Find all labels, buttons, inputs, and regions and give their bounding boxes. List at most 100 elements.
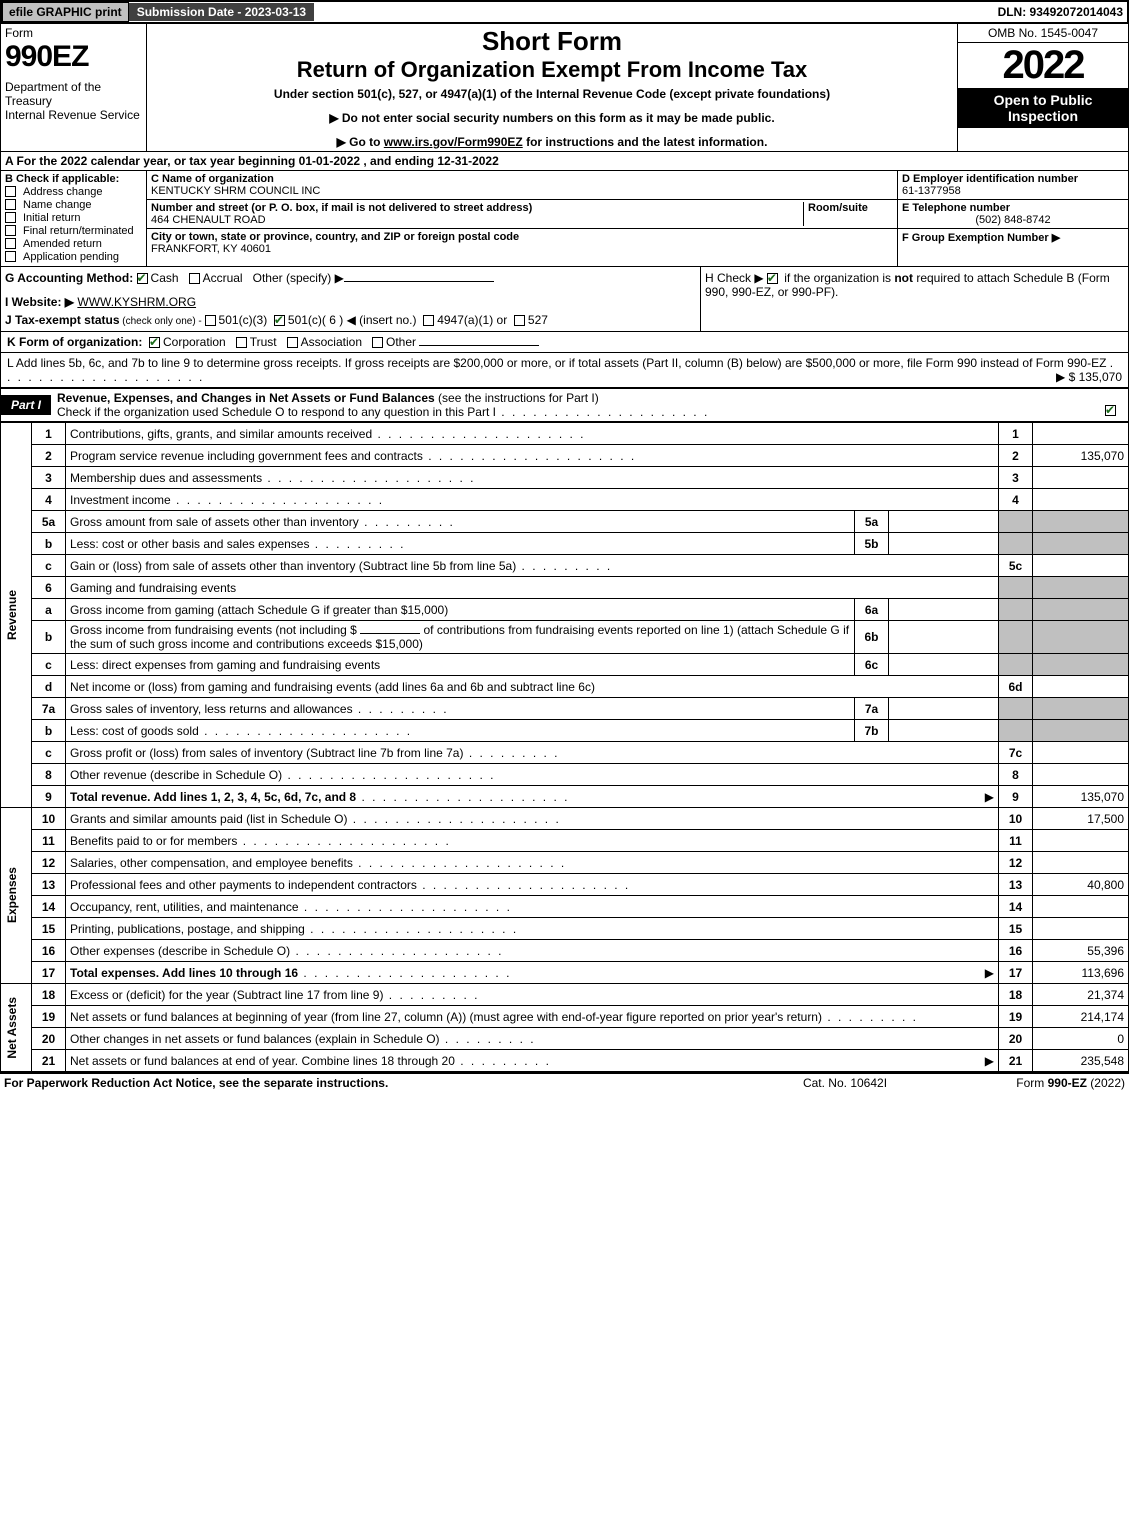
amt-line-8 bbox=[1033, 764, 1129, 786]
section-g: G Accounting Method: Cash Accrual Other … bbox=[5, 271, 696, 285]
amt-line-9: 135,070 bbox=[1033, 786, 1129, 808]
amt-line-21: 235,548 bbox=[1033, 1050, 1129, 1072]
org-city: FRANKFORT, KY 40601 bbox=[151, 243, 893, 255]
chk-initial-return[interactable] bbox=[5, 212, 16, 223]
chk-cash[interactable] bbox=[137, 273, 148, 284]
form-word: Form bbox=[5, 26, 142, 40]
other-specify-input[interactable] bbox=[344, 281, 494, 282]
amt-line-18: 21,374 bbox=[1033, 984, 1129, 1006]
part-1-table: Revenue 1 Contributions, gifts, grants, … bbox=[0, 422, 1129, 1072]
e-label: E Telephone number bbox=[902, 202, 1124, 214]
chk-other-org[interactable] bbox=[372, 337, 383, 348]
org-street: 464 CHENAULT ROAD bbox=[151, 214, 803, 226]
paperwork-notice: For Paperwork Reduction Act Notice, see … bbox=[4, 1076, 745, 1090]
amt-line-14 bbox=[1033, 896, 1129, 918]
amt-line-15 bbox=[1033, 918, 1129, 940]
header-center: Short Form Return of Organization Exempt… bbox=[147, 24, 958, 151]
chk-501c[interactable] bbox=[274, 315, 285, 326]
amt-line-12 bbox=[1033, 852, 1129, 874]
f-label: F Group Exemption Number ▶ bbox=[902, 232, 1060, 244]
title-short-form: Short Form bbox=[151, 26, 953, 57]
amt-line-6a bbox=[889, 599, 999, 621]
amt-line-20: 0 bbox=[1033, 1028, 1129, 1050]
amt-line-6d bbox=[1033, 676, 1129, 698]
phone-value: (502) 848-8742 bbox=[902, 214, 1124, 226]
amt-line-16: 55,396 bbox=[1033, 940, 1129, 962]
chk-application-pending[interactable] bbox=[5, 251, 16, 262]
other-org-input[interactable] bbox=[419, 345, 539, 346]
amt-line-4 bbox=[1033, 489, 1129, 511]
chk-corporation[interactable] bbox=[149, 337, 160, 348]
amt-line-19: 214,174 bbox=[1033, 1006, 1129, 1028]
chk-amended-return[interactable] bbox=[5, 238, 16, 249]
chk-address-change[interactable] bbox=[5, 186, 16, 197]
section-b: B Check if applicable: Address change Na… bbox=[1, 171, 147, 266]
gross-receipts-amount: ▶ $ 135,070 bbox=[1056, 370, 1122, 384]
amt-line-6b bbox=[889, 621, 999, 654]
chk-name-change[interactable] bbox=[5, 199, 16, 210]
amt-line-11 bbox=[1033, 830, 1129, 852]
instruction-no-ssn: ▶ Do not enter social security numbers o… bbox=[151, 111, 953, 125]
website-link[interactable]: WWW.KYSHRM.ORG bbox=[77, 295, 196, 309]
amt-line-7b bbox=[889, 720, 999, 742]
amt-line-10: 17,500 bbox=[1033, 808, 1129, 830]
d-label: D Employer identification number bbox=[902, 173, 1124, 185]
tax-year: 2022 bbox=[958, 43, 1128, 88]
amt-line-3 bbox=[1033, 467, 1129, 489]
chk-association[interactable] bbox=[287, 337, 298, 348]
dept-label: Department of the Treasury Internal Reve… bbox=[5, 80, 142, 122]
org-name: KENTUCKY SHRM COUNCIL INC bbox=[151, 185, 893, 197]
b-label: B Check if applicable: bbox=[5, 173, 142, 185]
subtitle-under: Under section 501(c), 527, or 4947(a)(1)… bbox=[151, 87, 953, 101]
amt-line-5c bbox=[1033, 555, 1129, 577]
c-name-label: C Name of organization bbox=[151, 173, 893, 185]
section-j: J Tax-exempt status (check only one) - 5… bbox=[5, 313, 696, 327]
cat-number: Cat. No. 10642I bbox=[745, 1076, 945, 1090]
submission-date-label: Submission Date - 2023-03-13 bbox=[129, 3, 314, 21]
dln-label: DLN: 93492072014043 bbox=[994, 5, 1127, 19]
irs-link[interactable]: www.irs.gov/Form990EZ bbox=[384, 135, 523, 149]
open-inspection-badge: Open to Public Inspection bbox=[958, 88, 1128, 128]
section-h: H Check ▶ if the organization is not req… bbox=[701, 267, 1128, 331]
page-footer: For Paperwork Reduction Act Notice, see … bbox=[0, 1072, 1129, 1092]
top-bar: efile GRAPHIC print Submission Date - 20… bbox=[0, 0, 1129, 24]
form-header: Form 990EZ Department of the Treasury In… bbox=[0, 24, 1129, 152]
chk-527[interactable] bbox=[514, 315, 525, 326]
section-c: C Name of organization KENTUCKY SHRM COU… bbox=[147, 171, 898, 266]
section-i: I Website: ▶ WWW.KYSHRM.ORG bbox=[5, 295, 696, 309]
chk-4947a1[interactable] bbox=[423, 315, 434, 326]
c-street-label: Number and street (or P. O. box, if mail… bbox=[151, 202, 803, 214]
section-l: L Add lines 5b, 6c, and 7b to line 9 to … bbox=[0, 353, 1129, 388]
part-1-header: Part I Revenue, Expenses, and Changes in… bbox=[0, 388, 1129, 422]
c-city-label: City or town, state or province, country… bbox=[151, 231, 893, 243]
part-1-tab: Part I bbox=[1, 395, 51, 415]
section-k: K Form of organization: Corporation Trus… bbox=[0, 332, 1129, 353]
amt-line-1 bbox=[1033, 423, 1129, 445]
info-grid: B Check if applicable: Address change Na… bbox=[0, 171, 1129, 267]
title-return: Return of Organization Exempt From Incom… bbox=[151, 57, 953, 83]
form-number: 990EZ bbox=[5, 40, 142, 74]
omb-number: OMB No. 1545-0047 bbox=[958, 24, 1128, 43]
chk-trust[interactable] bbox=[236, 337, 247, 348]
ein-value: 61-1377958 bbox=[902, 185, 1124, 197]
amt-line-17: 113,696 bbox=[1033, 962, 1129, 984]
row-g-h: G Accounting Method: Cash Accrual Other … bbox=[0, 267, 1129, 332]
vlabel-revenue: Revenue bbox=[5, 590, 27, 640]
vlabel-expenses: Expenses bbox=[5, 867, 27, 923]
section-a-year: A For the 2022 calendar year, or tax yea… bbox=[0, 152, 1129, 171]
6b-contrib-input[interactable] bbox=[360, 633, 420, 634]
chk-accrual[interactable] bbox=[189, 273, 200, 284]
amt-line-5a bbox=[889, 511, 999, 533]
chk-schedule-o-part1[interactable] bbox=[1105, 405, 1116, 416]
chk-501c3[interactable] bbox=[205, 315, 216, 326]
amt-line-7c bbox=[1033, 742, 1129, 764]
efile-print-button[interactable]: efile GRAPHIC print bbox=[2, 2, 129, 22]
amt-line-5b bbox=[889, 533, 999, 555]
amt-line-13: 40,800 bbox=[1033, 874, 1129, 896]
section-def: D Employer identification number 61-1377… bbox=[898, 171, 1128, 266]
header-right: OMB No. 1545-0047 2022 Open to Public In… bbox=[958, 24, 1128, 151]
form-reference: Form 990-EZ (2022) bbox=[945, 1076, 1125, 1090]
chk-schedule-b-not-required[interactable] bbox=[767, 273, 778, 284]
chk-final-return[interactable] bbox=[5, 225, 16, 236]
amt-line-7a bbox=[889, 698, 999, 720]
